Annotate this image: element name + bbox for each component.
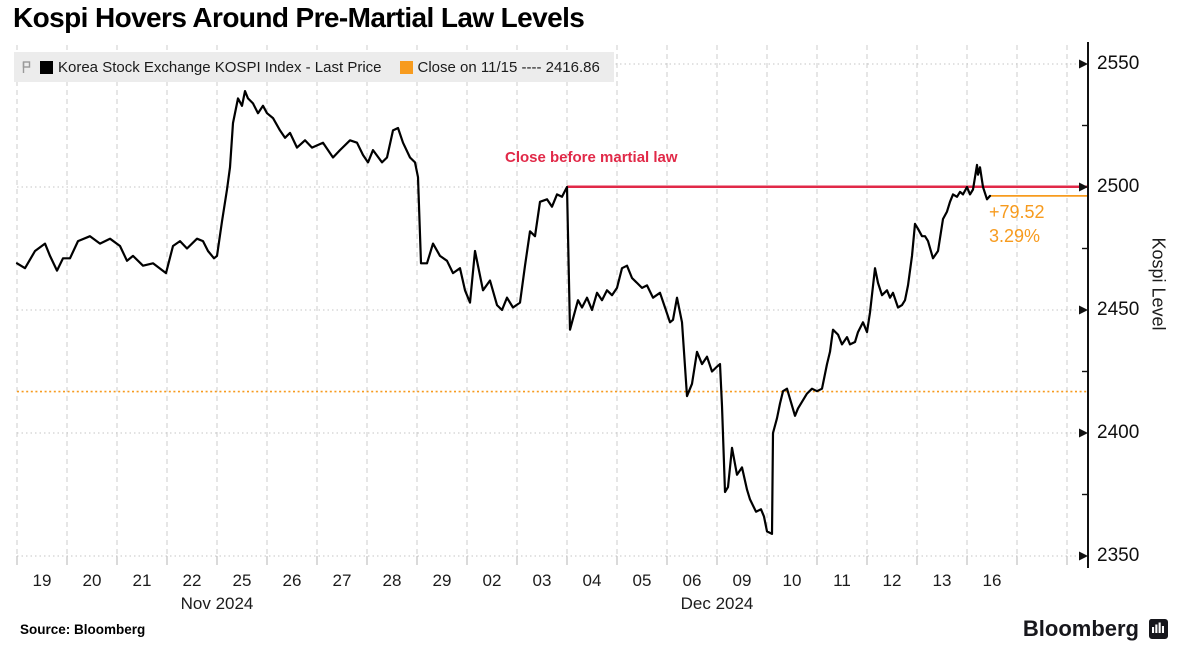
x-tick-label: 19 <box>32 571 52 590</box>
x-tick-label: 27 <box>332 571 352 590</box>
x-tick-label: 09 <box>732 571 752 590</box>
legend-label-close-11-15: Close on 11/15 ---- 2416.86 <box>417 58 600 76</box>
month-label: Nov 2024 <box>180 594 254 613</box>
martial-law-annotation: Close before martial law <box>505 149 678 166</box>
bloomberg-terminal-icon <box>1147 618 1169 640</box>
y-tick-label: 2550 <box>1097 53 1140 74</box>
x-tick-label: 05 <box>632 571 652 590</box>
change-absolute: +79.52 <box>989 202 1045 222</box>
y-major-tick-arrow <box>1079 59 1088 69</box>
y-tick-label: 2400 <box>1097 422 1140 443</box>
x-tick-label: 11 <box>833 571 851 590</box>
change-annotation: +79.52 3.29% <box>989 200 1045 248</box>
x-tick-label: 13 <box>932 571 952 590</box>
y-tick-label: 2450 <box>1097 299 1140 320</box>
pin-icon <box>20 59 32 75</box>
x-tick-label: 29 <box>432 571 452 590</box>
bloomberg-logo: Bloomberg <box>1023 616 1169 642</box>
x-tick-label: 03 <box>532 571 552 590</box>
x-tick-label: 20 <box>82 571 102 590</box>
y-axis-title: Kospi Level <box>1148 237 1169 331</box>
orange-square-swatch <box>399 60 413 74</box>
x-tick-label: 28 <box>382 571 402 590</box>
x-tick-label: 22 <box>182 571 202 590</box>
x-tick-label: 06 <box>682 571 702 590</box>
y-tick-label: 2350 <box>1097 545 1140 566</box>
x-tick-label: 02 <box>482 571 502 590</box>
y-major-tick-arrow <box>1079 551 1088 561</box>
legend-item-close-11-15: Close on 11/15 ---- 2416.86 <box>399 58 600 76</box>
bloomberg-wordmark: Bloomberg <box>1022 616 1139 641</box>
x-tick-label: 16 <box>982 571 1002 590</box>
change-percent: 3.29% <box>989 226 1041 246</box>
x-tick-label: 26 <box>282 571 302 590</box>
black-square-swatch <box>40 60 53 74</box>
chart-legend: Korea Stock Exchange KOSPI Index - Last … <box>14 52 614 82</box>
legend-item-last-price: Korea Stock Exchange KOSPI Index - Last … <box>40 59 382 76</box>
x-tick-label: 04 <box>582 571 602 590</box>
source-credit: Source: Bloomberg <box>20 622 146 637</box>
y-major-tick-arrow <box>1079 182 1088 192</box>
y-major-tick-arrow <box>1079 305 1088 315</box>
y-tick-label: 2500 <box>1097 176 1140 197</box>
y-major-tick-arrow <box>1079 428 1088 438</box>
x-tick-label: 25 <box>232 571 252 590</box>
x-tick-label: 10 <box>782 571 802 590</box>
page-title: Kospi Hovers Around Pre-Martial Law Leve… <box>13 2 585 33</box>
month-label: Dec 2024 <box>680 594 754 613</box>
legend-label-last-price: Korea Stock Exchange KOSPI Index - Last … <box>58 58 382 76</box>
x-tick-label: 21 <box>132 571 152 590</box>
x-tick-label: 12 <box>882 571 902 590</box>
price-line <box>15 89 992 536</box>
